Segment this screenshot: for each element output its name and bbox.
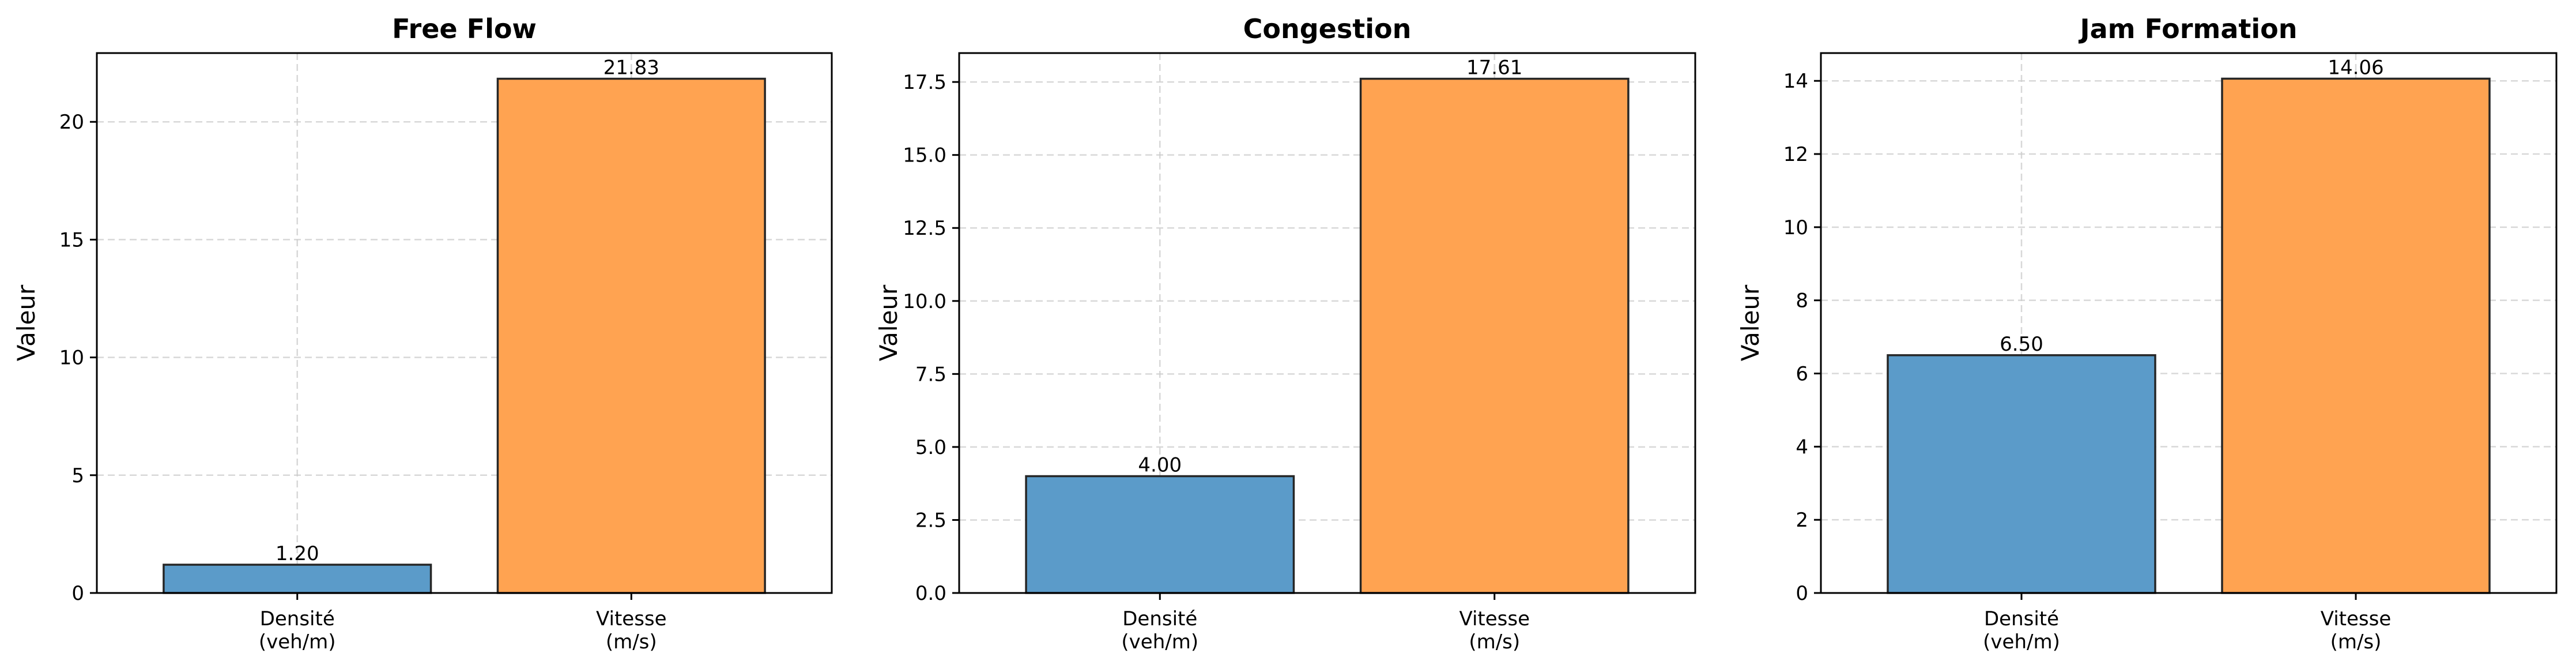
x-tick-label: Vitesse (m/s): [596, 607, 667, 654]
bar-1: [1025, 475, 1295, 594]
y-tick-label: 8: [1796, 290, 1808, 313]
bar-value-label: 1.20: [276, 542, 319, 565]
y-tick-label: 5.0: [915, 436, 946, 459]
x-tick-label-line: (veh/m): [1983, 630, 2060, 654]
y-tick-label: 0.0: [915, 582, 946, 605]
x-tick-label: Vitesse (m/s): [2321, 607, 2392, 654]
bar-value-label: 17.61: [1466, 57, 1522, 80]
x-tick-label-line: Densité: [260, 607, 335, 630]
plot-frame: [1820, 52, 2558, 594]
y-axis-label: Valeur: [1736, 284, 1764, 361]
y-tick-label: 17.5: [903, 71, 946, 94]
x-tick-label-line: Vitesse: [596, 607, 667, 630]
y-tick-label: 5: [71, 464, 84, 487]
bar-value-label: 14.06: [2328, 56, 2383, 79]
chart-panel-1: 1.20 21.83 0 5 10 15 20 Densité (veh/m) Vitesse (m…: [12, 13, 833, 654]
y-tick-label: 6: [1796, 363, 1808, 386]
x-tick-label-line: (m/s): [606, 630, 657, 654]
plot-frame: [96, 52, 833, 594]
x-tick-label-line: (veh/m): [1121, 630, 1198, 654]
y-tick-label: 4: [1796, 436, 1808, 459]
x-tick-label: Densité (veh/m): [1121, 607, 1198, 654]
bar-1: [163, 564, 432, 594]
x-tick-label: Densité (veh/m): [259, 607, 336, 654]
x-tick-label-line: Vitesse: [1459, 607, 1530, 630]
x-tick-label-line: (m/s): [1469, 630, 1520, 654]
y-tick-label: 12: [1783, 143, 1808, 166]
x-tick-label-line: Vitesse: [2321, 607, 2392, 630]
x-tick-label-line: (m/s): [2330, 630, 2382, 654]
x-tick-label-line: Densité: [1122, 607, 1197, 630]
x-tick-label: Densité (veh/m): [1983, 607, 2060, 654]
y-axis-label: Valeur: [874, 284, 903, 361]
y-tick-label: 14: [1783, 70, 1808, 93]
chart-panel-3: 6.50 14.06 0 2 4 6 8 10 12 14 Densité (veh/m) Vitess…: [1736, 13, 2558, 654]
x-tick-label-line: Densité: [1984, 607, 2059, 630]
y-tick-label: 15.0: [903, 144, 946, 167]
y-tick-label: 2: [1796, 509, 1808, 532]
y-tick-label: 0: [1796, 582, 1808, 605]
bar-2: [2221, 77, 2491, 594]
y-tick-label: 0: [71, 582, 84, 605]
chart-title: Free Flow: [392, 13, 537, 44]
bar-value-label: 6.50: [2000, 333, 2043, 356]
y-tick-label: 7.5: [915, 363, 946, 386]
y-tick-label: 10: [59, 347, 84, 370]
y-tick-label: 20: [59, 111, 84, 134]
bar-2: [1359, 77, 1630, 594]
y-tick-label: 10.0: [903, 290, 946, 313]
x-tick-label-line: (veh/m): [259, 630, 336, 654]
chart-panel-2: 4.00 17.61 0.0 2.5 5.0 7.5 10.0 12.5 15.0 17.5 Den…: [874, 13, 1696, 654]
y-tick-label: 10: [1783, 216, 1808, 239]
chart-title: Jam Formation: [2078, 13, 2297, 44]
plot-frame: [958, 52, 1696, 594]
bar-2: [496, 77, 766, 594]
x-tick-label: Vitesse (m/s): [1459, 607, 1530, 654]
chart-title: Congestion: [1243, 13, 1412, 44]
y-axis-label: Valeur: [12, 284, 40, 361]
bar-1: [1887, 354, 2156, 594]
y-tick-label: 15: [59, 228, 84, 251]
bar-value-label: 21.83: [604, 57, 659, 80]
y-tick-label: 2.5: [915, 509, 946, 532]
bar-value-label: 4.00: [1138, 454, 1182, 477]
y-tick-label: 12.5: [903, 217, 946, 240]
